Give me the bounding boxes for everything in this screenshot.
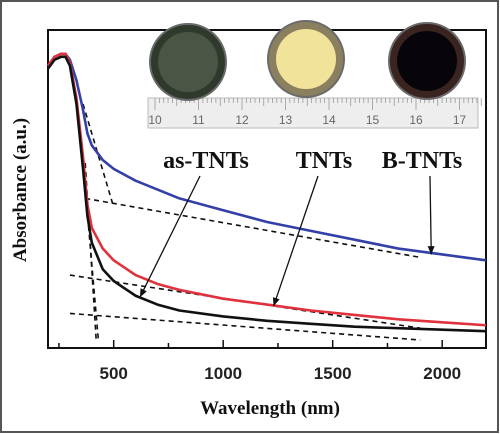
x-axis-label: Wavelength (nm) <box>200 398 340 419</box>
ruler-label: 12 <box>235 113 249 127</box>
ruler-label: 17 <box>453 113 467 127</box>
ruler-label: 15 <box>366 113 380 127</box>
y-axis-label: Absorbance (a.u.) <box>10 118 31 262</box>
ruler-label: 11 <box>192 113 205 127</box>
annotation-label: as-TNTs <box>163 148 249 174</box>
sample-disc-inner-tnts <box>276 29 336 89</box>
annotation-arrowhead <box>139 288 147 298</box>
x-tick-label: 1500 <box>314 364 352 383</box>
sample-discs <box>149 20 466 101</box>
series-line-as_tnts <box>46 55 487 333</box>
sample-disc-inner-b_tnts <box>397 31 457 91</box>
tangent-lines <box>69 103 421 341</box>
ruler-label: 10 <box>148 113 162 127</box>
ruler-label: 13 <box>279 113 293 127</box>
series-line-tnts <box>46 52 487 327</box>
x-axis-tick-labels: 500 1000 1500 2000 <box>100 364 462 383</box>
annotation-label: B-TNTs <box>382 148 462 174</box>
annotation-arrow <box>139 175 201 298</box>
annotations: as-TNTs TNTs B-TNTs <box>139 148 462 307</box>
x-tick-label: 1000 <box>204 364 242 383</box>
x-tick-label: 2000 <box>423 364 461 383</box>
plot-frame <box>47 29 487 349</box>
sample-disc-inner-as_tnts <box>158 32 218 92</box>
ruler-labels: 10 11 12 13 14 15 16 17 <box>148 113 466 127</box>
annotation-label: TNTs <box>296 148 352 174</box>
ruler-label: 14 <box>322 113 336 127</box>
ruler <box>147 97 479 129</box>
annotation-arrow <box>429 175 432 255</box>
annotation-arrowhead <box>272 297 280 307</box>
annotation-arrow <box>272 175 319 307</box>
inset-photo: 10 11 12 13 14 15 16 17 <box>147 20 482 129</box>
ruler-label: 16 <box>409 113 423 127</box>
x-tick-label: 500 <box>100 364 128 383</box>
tangent-line <box>69 312 421 341</box>
tangent-line <box>85 197 421 259</box>
x-axis-ticks <box>58 340 443 348</box>
ruler-ticks <box>154 98 482 110</box>
data-series <box>46 52 487 333</box>
annotation-arrowhead <box>427 246 435 255</box>
